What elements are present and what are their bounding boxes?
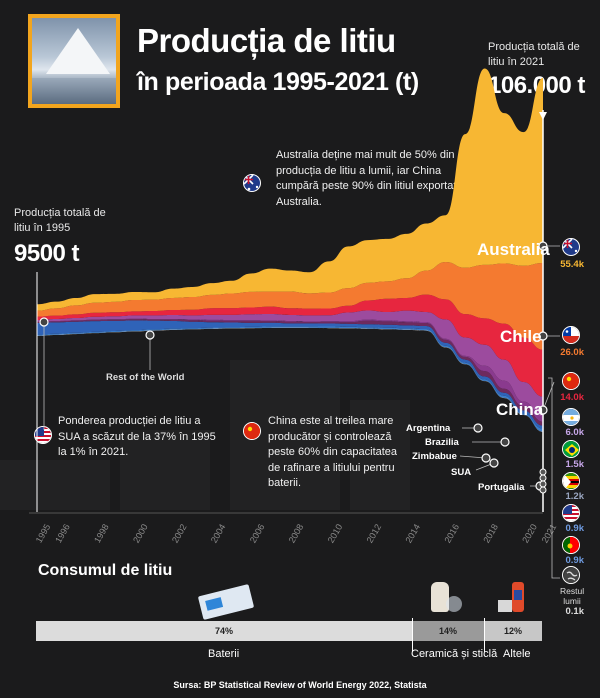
x-tick-label: 1996	[53, 522, 72, 544]
legend-zimbabwe-value: 1.2k	[565, 491, 585, 502]
page-subtitle: în perioada 1995-2021 (t)	[137, 68, 419, 96]
consumption-label-other: Altele	[503, 648, 531, 660]
glass-icon	[446, 596, 462, 612]
legend-brazil-flag-icon	[562, 440, 580, 458]
usa-end-marker	[489, 458, 499, 468]
region-label-australia: Australia	[477, 240, 550, 259]
legend-globe-icon	[562, 566, 580, 584]
x-tick-label: 2018	[481, 522, 500, 544]
legend-portugal-value: 0.9k	[565, 555, 585, 566]
rest-marker	[145, 330, 155, 340]
x-tick-label: 2006	[248, 522, 267, 544]
end-stack-marker-1	[539, 474, 547, 482]
region-label-usa: SUA	[451, 467, 472, 478]
chile-end-marker	[538, 331, 548, 341]
x-tick-label: 2008	[287, 522, 306, 544]
start-total-value: 9500 t	[14, 240, 80, 267]
consumption-segment-other: 12%	[484, 621, 542, 641]
consumption-percent-other: 12%	[503, 626, 522, 636]
consumption-bar: 74% 14% 12%	[36, 621, 542, 641]
consumption-percent-ceramics: 14%	[438, 626, 457, 636]
area-chile	[37, 261, 543, 350]
region-label-rest: Rest of the World	[106, 372, 185, 383]
end-total-label: Producția totală de litiu în 2021	[488, 41, 580, 68]
lithium-salt-photo	[28, 14, 120, 108]
usa-marker	[39, 317, 49, 327]
page-title: Producția de litiu	[137, 22, 396, 59]
area-australia	[37, 68, 543, 311]
australia-end-marker	[538, 241, 548, 251]
source-note: Sursa: BP Statistical Review of World En…	[173, 680, 427, 690]
region-label-zimbabwe: Zimbabue	[412, 451, 457, 462]
note-china: China este al treilea mare producător și…	[268, 415, 398, 489]
region-label-china: China	[496, 400, 544, 419]
region-label-portugal: Portugalia	[478, 482, 525, 493]
zimbabwe-marker	[481, 453, 491, 463]
x-tick-label: 1995	[34, 522, 53, 544]
start-total-label: Producția totală de litiu în 1995	[14, 207, 106, 234]
legend-argentina-flag-icon	[562, 408, 580, 426]
x-tick-label: 2020	[520, 522, 539, 544]
x-tick-label: 1998	[92, 522, 111, 544]
region-label-argentina: Argentina	[406, 423, 451, 434]
end-stack-marker-2	[539, 480, 547, 488]
x-tick-label: 2002	[170, 522, 189, 544]
x-tick-label: 2010	[326, 522, 345, 544]
legend-zimbabwe-flag-icon	[562, 472, 580, 490]
consumption-label-batteries: Baterii	[208, 648, 240, 660]
end-stack-marker-0	[539, 468, 547, 476]
region-label-chile: Chile	[500, 327, 542, 346]
x-tick-label: 2012	[365, 522, 384, 544]
legend-bracket	[548, 377, 560, 579]
x-tick-label: 2014	[403, 522, 422, 544]
argentina-marker	[473, 423, 483, 433]
spray-can-icon	[512, 582, 524, 612]
legend-usa-value: 0.9k	[565, 523, 585, 534]
legend-argentina-value: 6.0k	[565, 427, 585, 438]
legend-usa-flag-icon	[562, 504, 580, 522]
region-label-brazil: Brazilia	[425, 437, 459, 448]
consumption-title: Consumul de litiu	[38, 562, 173, 579]
legend-australia-flag-icon	[562, 238, 580, 256]
australia-flag-icon	[243, 174, 261, 192]
end-stack-marker-3	[539, 486, 547, 494]
consumption-percent-batteries: 74%	[214, 626, 233, 636]
legend-brazil-value: 1.5k	[565, 459, 585, 470]
brazil-marker	[500, 437, 510, 447]
note-usa: Ponderea producției de litiu a SUA a scă…	[58, 415, 216, 458]
legend-rest-value: 0.1k	[565, 606, 585, 617]
x-tick-label: 2000	[131, 522, 150, 544]
x-tick-label: 2004	[209, 522, 228, 544]
legend-portugal-flag-icon	[562, 536, 580, 554]
legend-china-value: 14.0k	[560, 392, 584, 403]
consumption-segment-ceramics: 14%	[412, 621, 484, 641]
vase-icon	[431, 582, 449, 612]
other-item-icon	[498, 600, 512, 612]
note-australia: Australia deține mai mult de 50% din pro…	[276, 149, 472, 208]
china-flag-icon	[243, 422, 261, 440]
x-tick-label: 2016	[442, 522, 461, 544]
consumption-segment-batteries: 74%	[36, 621, 412, 641]
end-year-arrow-icon	[539, 112, 547, 120]
legend-chile-value: 26.0k	[560, 347, 584, 358]
china-end-marker	[538, 405, 548, 415]
consumption-divider-1	[412, 618, 413, 652]
legend-china-flag-icon	[562, 372, 580, 390]
area-usa	[37, 320, 543, 429]
legend-australia-value: 55.4k	[560, 259, 584, 270]
legend-chile-flag-icon	[562, 326, 580, 344]
consumption-label-ceramics: Ceramică și sticlă	[411, 648, 498, 660]
legend-rest-label: Restul lumii	[560, 586, 585, 606]
usa-flag-icon	[34, 426, 52, 444]
consumption-divider-2	[484, 618, 485, 652]
